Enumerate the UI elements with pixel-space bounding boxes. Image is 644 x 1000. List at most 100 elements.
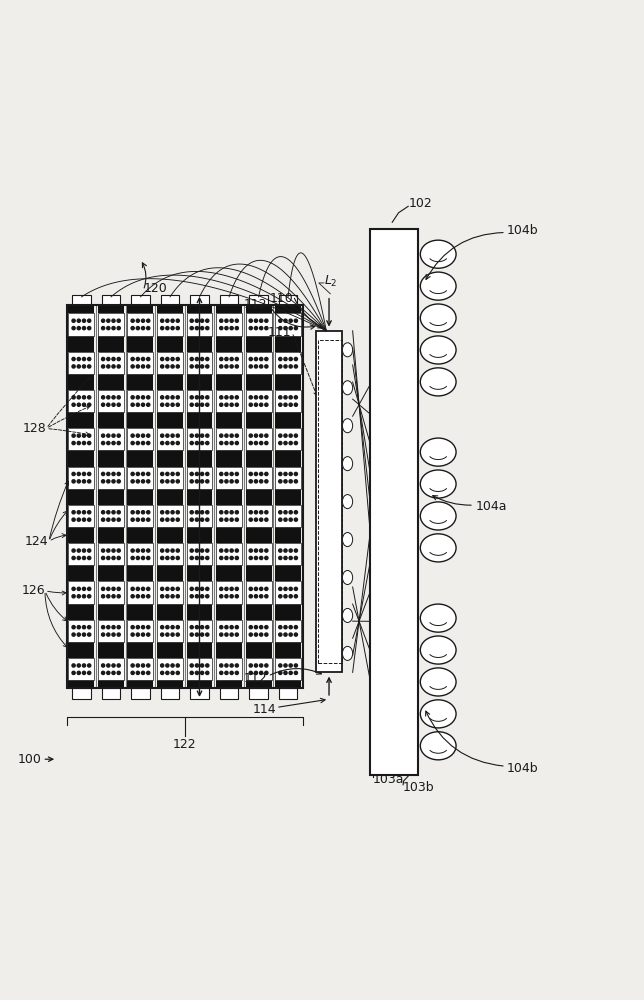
Circle shape <box>112 403 115 406</box>
Circle shape <box>147 664 150 667</box>
Circle shape <box>284 626 287 629</box>
Circle shape <box>107 549 110 552</box>
Circle shape <box>230 403 233 406</box>
Bar <box>98 420 124 428</box>
Circle shape <box>195 626 198 629</box>
Circle shape <box>195 587 198 590</box>
Circle shape <box>195 327 198 330</box>
Circle shape <box>88 327 91 330</box>
Circle shape <box>82 434 86 437</box>
Circle shape <box>112 327 115 330</box>
Circle shape <box>166 480 169 483</box>
Circle shape <box>77 403 80 406</box>
Circle shape <box>176 327 180 330</box>
Bar <box>68 581 95 604</box>
Circle shape <box>279 403 282 406</box>
Bar <box>245 565 272 573</box>
Circle shape <box>190 671 193 674</box>
Circle shape <box>117 472 120 476</box>
Circle shape <box>265 441 268 445</box>
Circle shape <box>190 549 193 552</box>
Circle shape <box>190 480 193 483</box>
Circle shape <box>230 434 233 437</box>
Circle shape <box>77 556 80 560</box>
Circle shape <box>284 434 287 437</box>
Bar <box>128 313 153 336</box>
Bar <box>68 313 95 336</box>
Circle shape <box>166 556 169 560</box>
Circle shape <box>160 319 164 322</box>
Circle shape <box>166 518 169 521</box>
Circle shape <box>131 595 134 598</box>
Circle shape <box>117 480 120 483</box>
Circle shape <box>190 511 193 514</box>
Circle shape <box>225 396 228 399</box>
Circle shape <box>205 664 209 667</box>
Circle shape <box>195 518 198 521</box>
Circle shape <box>88 434 91 437</box>
Circle shape <box>176 319 180 322</box>
Circle shape <box>225 319 228 322</box>
Circle shape <box>260 587 263 590</box>
Bar <box>128 450 153 459</box>
Ellipse shape <box>343 419 353 433</box>
Bar <box>275 497 301 505</box>
Circle shape <box>171 403 174 406</box>
Circle shape <box>171 511 174 514</box>
Bar <box>191 295 209 305</box>
Circle shape <box>235 357 238 361</box>
Bar <box>275 305 301 313</box>
Circle shape <box>279 511 282 514</box>
Circle shape <box>72 472 75 476</box>
Circle shape <box>225 549 228 552</box>
Circle shape <box>107 626 110 629</box>
Circle shape <box>107 511 110 514</box>
Circle shape <box>171 626 174 629</box>
Circle shape <box>265 480 268 483</box>
Circle shape <box>142 365 145 368</box>
Circle shape <box>171 633 174 636</box>
Circle shape <box>289 556 292 560</box>
Bar <box>216 581 242 604</box>
Bar <box>216 313 242 336</box>
Bar <box>68 459 95 467</box>
Circle shape <box>82 365 86 368</box>
Bar <box>98 535 124 543</box>
Circle shape <box>112 396 115 399</box>
Bar <box>249 688 268 699</box>
Circle shape <box>235 626 238 629</box>
Circle shape <box>176 396 180 399</box>
Bar <box>128 390 153 412</box>
Circle shape <box>200 671 204 674</box>
Circle shape <box>294 434 298 437</box>
Ellipse shape <box>343 608 353 622</box>
Circle shape <box>220 626 223 629</box>
Circle shape <box>82 664 86 667</box>
Bar <box>275 420 301 428</box>
Bar <box>275 565 301 573</box>
Circle shape <box>147 357 150 361</box>
Circle shape <box>230 664 233 667</box>
Circle shape <box>235 556 238 560</box>
Bar <box>98 604 124 612</box>
Circle shape <box>294 664 298 667</box>
Circle shape <box>190 441 193 445</box>
Circle shape <box>220 511 223 514</box>
Bar <box>216 680 242 688</box>
Bar <box>68 305 95 313</box>
Circle shape <box>265 511 268 514</box>
Circle shape <box>220 434 223 437</box>
Circle shape <box>265 587 268 590</box>
Circle shape <box>265 396 268 399</box>
Circle shape <box>249 595 252 598</box>
Circle shape <box>195 549 198 552</box>
Circle shape <box>260 327 263 330</box>
Circle shape <box>249 403 252 406</box>
Text: 103b: 103b <box>403 781 435 794</box>
Bar <box>128 535 153 543</box>
Circle shape <box>160 327 164 330</box>
Circle shape <box>77 587 80 590</box>
Bar <box>216 336 242 344</box>
Circle shape <box>279 357 282 361</box>
Circle shape <box>147 365 150 368</box>
